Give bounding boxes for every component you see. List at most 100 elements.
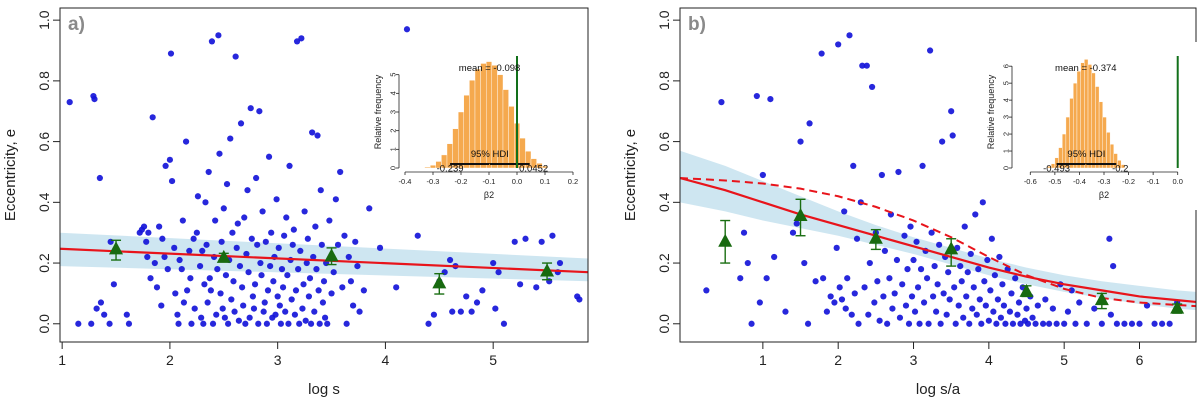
data-point	[268, 229, 275, 236]
data-point	[425, 320, 432, 327]
data-point	[224, 320, 232, 327]
data-point	[841, 208, 848, 215]
y-tick-label: 0.6	[36, 132, 52, 152]
data-point	[1029, 314, 1036, 321]
data-point	[914, 284, 922, 291]
data-point	[919, 162, 926, 169]
data-point	[270, 278, 277, 285]
data-point	[295, 266, 302, 273]
credible-band	[680, 150, 1196, 311]
data-point	[533, 284, 540, 291]
inset-hdi-label: 95% HDI	[471, 149, 509, 160]
data-point	[991, 272, 998, 279]
data-point	[249, 293, 256, 300]
data-point	[179, 217, 186, 224]
inset-x-label: β2	[484, 190, 494, 200]
data-point	[93, 305, 100, 312]
data-point	[978, 320, 985, 327]
data-point	[220, 205, 227, 212]
inset-x-tick-label: -0.1	[1147, 177, 1160, 186]
inset-y-tick-label: 1	[1002, 149, 1011, 153]
data-point	[999, 281, 1006, 288]
x-tick-label: 5	[489, 352, 497, 368]
x-axis-label: log s/a	[916, 381, 961, 398]
data-point	[286, 162, 293, 169]
data-point	[345, 253, 352, 261]
data-point	[178, 266, 185, 273]
data-point	[242, 320, 249, 327]
data-point	[1121, 320, 1128, 327]
data-point	[763, 275, 770, 282]
x-tick-label: 1	[759, 352, 767, 368]
data-point	[149, 114, 156, 121]
bin-mean-marker	[944, 241, 959, 255]
data-point	[309, 129, 316, 136]
inset-y-label: Relative frequency	[986, 74, 996, 149]
data-point	[276, 302, 283, 309]
data-point	[75, 320, 82, 327]
data-point	[996, 253, 1003, 261]
data-point	[901, 232, 908, 239]
inset-histogram: -0.4 -0.3 -0.2 -0.1 0.0 0.1 0.2 0 1 2 3 4 5 mean = -0…	[373, 42, 585, 210]
data-point	[168, 177, 176, 185]
data-point	[110, 281, 117, 288]
data-point	[937, 320, 944, 327]
data-point	[228, 296, 235, 303]
data-point	[203, 241, 210, 248]
panel-a: 1 2 3 4 5 0.0 0.2 0.4 0.6 0.8 1.0 log s Eccentricity…	[2, 7, 589, 398]
data-point	[966, 320, 973, 327]
data-point	[289, 241, 296, 248]
inset-bars	[1047, 59, 1126, 169]
x-tick-label: 1	[58, 352, 66, 368]
data-point	[159, 235, 166, 242]
data-point	[851, 290, 858, 297]
data-point	[490, 259, 497, 267]
histogram-bar	[508, 106, 515, 169]
data-point	[231, 308, 238, 315]
data-point	[264, 287, 272, 294]
binned-means	[718, 198, 1185, 314]
data-point	[296, 320, 303, 327]
y-tick-label: 0.8	[36, 71, 52, 91]
inset-x-label: β2	[1099, 190, 1109, 200]
y-tick-label: 0.2	[36, 253, 52, 273]
bin-mean-marker	[718, 233, 733, 247]
data-point	[321, 314, 329, 321]
data-point	[300, 281, 307, 288]
data-point	[288, 296, 295, 303]
data-point	[905, 320, 913, 327]
data-point	[988, 235, 995, 242]
inset-x-tick-label: -0.3	[427, 177, 440, 186]
inset-x-tick-label: 0.1	[540, 177, 550, 186]
data-point	[511, 238, 518, 245]
data-point	[1009, 320, 1017, 327]
x-tick-label: 4	[985, 352, 993, 368]
data-point	[500, 320, 508, 327]
data-point	[880, 293, 887, 300]
data-point	[737, 275, 744, 282]
data-point	[1068, 287, 1075, 294]
data-point	[863, 62, 870, 69]
data-point	[88, 320, 95, 327]
data-point	[236, 262, 244, 270]
data-point	[265, 153, 273, 160]
data-point	[147, 275, 154, 282]
histogram-bar	[424, 166, 431, 169]
data-point	[237, 120, 245, 127]
y-tick-label: 0.4	[36, 192, 52, 212]
data-point	[910, 256, 917, 264]
inset-mean-label: mean = -0.098	[459, 63, 521, 74]
data-point	[158, 302, 165, 309]
data-point	[354, 262, 361, 270]
data-point	[891, 290, 898, 297]
data-point	[1107, 311, 1114, 318]
inset-y-tick-label: 2	[389, 129, 398, 133]
data-point	[495, 269, 502, 276]
data-point	[868, 83, 876, 91]
data-point	[1006, 308, 1014, 315]
data-point	[292, 287, 300, 294]
x-tick-label: 5	[1060, 352, 1068, 368]
data-point	[66, 99, 73, 106]
data-point	[302, 317, 309, 324]
